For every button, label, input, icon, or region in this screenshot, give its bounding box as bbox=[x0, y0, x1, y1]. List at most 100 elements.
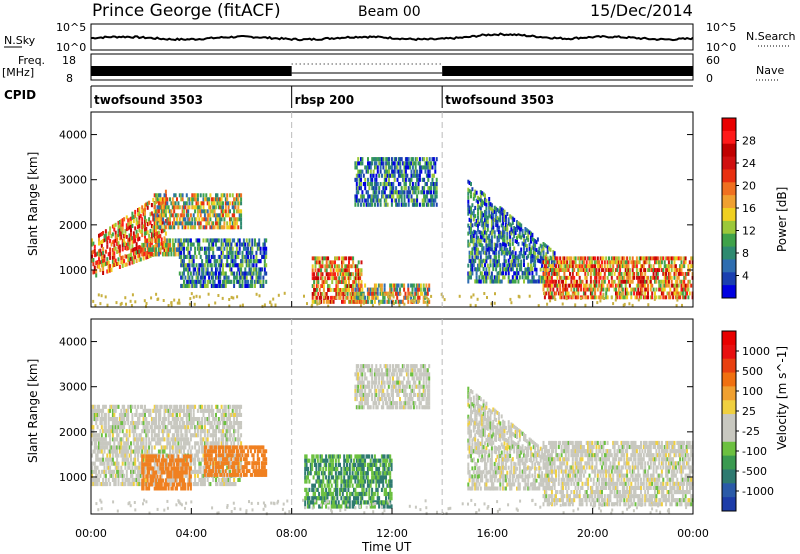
power-cell bbox=[331, 276, 334, 281]
power-cell bbox=[669, 272, 672, 276]
power-cell bbox=[623, 295, 626, 300]
power-cell bbox=[489, 242, 492, 247]
power-cell bbox=[571, 268, 574, 272]
power-cell bbox=[240, 242, 243, 247]
ground-scatter-cell bbox=[561, 302, 564, 306]
power-cell bbox=[144, 227, 146, 232]
power-cell bbox=[535, 267, 538, 272]
power-cell bbox=[482, 229, 485, 234]
power-cell bbox=[467, 187, 470, 192]
power-cell bbox=[571, 272, 574, 276]
velocity-cell bbox=[176, 421, 178, 426]
velocity-cell bbox=[208, 421, 211, 426]
power-cell bbox=[488, 234, 491, 239]
power-cell bbox=[566, 287, 569, 292]
velocity-cell bbox=[111, 404, 114, 409]
power-cell bbox=[217, 217, 220, 222]
power-cell bbox=[146, 250, 149, 255]
power-cell bbox=[341, 288, 343, 292]
power-cell bbox=[670, 256, 673, 261]
power-cell bbox=[216, 197, 219, 202]
power-cell bbox=[137, 212, 139, 217]
power-cell bbox=[171, 242, 174, 248]
power-cell bbox=[542, 287, 545, 292]
velocity-cell bbox=[203, 425, 206, 430]
power-cell bbox=[265, 279, 268, 284]
power-cell bbox=[237, 250, 240, 255]
velocity-cell bbox=[196, 417, 199, 422]
power-cell bbox=[535, 255, 538, 260]
velocity-cell bbox=[203, 429, 206, 434]
power-cell bbox=[223, 283, 226, 288]
power-cell bbox=[409, 182, 412, 187]
power-cell bbox=[516, 224, 518, 228]
power-cell bbox=[570, 260, 573, 265]
velocity-cell bbox=[194, 473, 197, 478]
power-cell bbox=[159, 221, 162, 226]
power-cell bbox=[403, 198, 406, 203]
power-cell bbox=[185, 267, 188, 272]
power-cell bbox=[470, 218, 472, 223]
power-cell bbox=[328, 284, 331, 288]
power-cell bbox=[468, 180, 471, 185]
ground-scatter-cell bbox=[509, 297, 512, 301]
power-cell bbox=[111, 232, 114, 237]
velocity-cell bbox=[169, 482, 171, 487]
power-cell bbox=[215, 238, 217, 243]
velocity-cell bbox=[137, 457, 139, 462]
power-cell bbox=[482, 238, 485, 243]
power-cell bbox=[416, 198, 419, 203]
power-cell bbox=[132, 214, 135, 219]
power-cell bbox=[514, 227, 517, 231]
power-cell bbox=[354, 268, 357, 273]
power-cell bbox=[524, 231, 527, 235]
power-cell bbox=[484, 259, 486, 264]
power-cell bbox=[192, 193, 195, 198]
power-cell bbox=[479, 206, 482, 211]
power-cell bbox=[244, 271, 247, 276]
power-cell bbox=[475, 255, 478, 260]
power-cell bbox=[525, 267, 528, 272]
power-cell bbox=[500, 271, 503, 276]
velocity-cell bbox=[113, 477, 116, 482]
power-cell bbox=[571, 275, 574, 280]
power-cell bbox=[233, 213, 236, 218]
power-cell bbox=[528, 246, 531, 251]
power-cell bbox=[423, 157, 426, 162]
power-cell bbox=[336, 288, 339, 292]
power-cell bbox=[495, 279, 498, 284]
power-cell bbox=[571, 283, 574, 288]
power-cell bbox=[630, 279, 633, 284]
ground-scatter-cell bbox=[569, 294, 572, 298]
power-cell bbox=[345, 288, 348, 292]
velocity-cell bbox=[203, 408, 206, 413]
power-cell bbox=[354, 177, 357, 182]
power-cell bbox=[374, 202, 376, 207]
power-cell bbox=[562, 287, 564, 292]
power-cell bbox=[196, 213, 199, 218]
power-cell bbox=[95, 252, 98, 257]
power-cell bbox=[479, 279, 482, 284]
power-cell bbox=[148, 200, 151, 205]
power-cell bbox=[484, 218, 486, 223]
power-cell bbox=[226, 221, 229, 226]
velocity-cell bbox=[113, 482, 116, 487]
power-cell bbox=[509, 267, 512, 272]
velocity-cell bbox=[160, 473, 163, 478]
power-cell bbox=[500, 235, 503, 240]
power-cell bbox=[523, 242, 525, 247]
power-cell bbox=[658, 295, 661, 300]
power-cell bbox=[217, 225, 220, 230]
power-cell bbox=[421, 202, 424, 207]
power-cell bbox=[240, 193, 243, 198]
power-cell bbox=[624, 287, 627, 292]
power-cell bbox=[389, 186, 392, 191]
power-cell bbox=[582, 291, 585, 296]
power-cell bbox=[509, 242, 512, 247]
power-cell bbox=[352, 292, 355, 296]
power-cell bbox=[502, 237, 505, 242]
power-cell bbox=[605, 291, 608, 296]
power-cell bbox=[159, 234, 162, 239]
power-cell bbox=[667, 279, 670, 284]
power-cell bbox=[153, 225, 156, 230]
